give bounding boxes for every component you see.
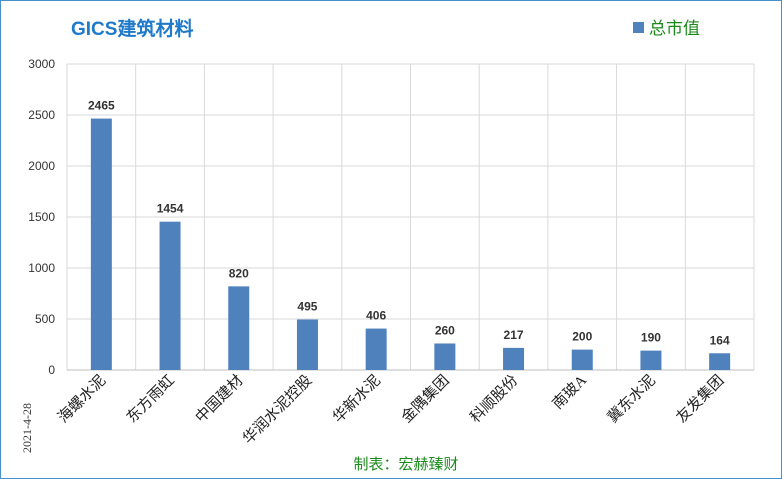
bar [503, 347, 525, 370]
grid-layer [66, 63, 755, 371]
label-layer: 0 500 1000 1500 2000 2500 3000 2465 海螺水泥 1454 东方雨虹… [28, 57, 730, 447]
category-label: 友发集团 [673, 372, 727, 426]
bar [228, 286, 250, 370]
y-tick-label: 2000 [28, 159, 55, 173]
data-label: 1454 [157, 202, 184, 216]
footer-credit: 制表：宏赫臻财 [353, 456, 458, 473]
category-label: 海螺水泥 [55, 372, 109, 426]
data-label: 164 [710, 333, 730, 347]
data-label: 820 [229, 266, 249, 280]
bar [434, 343, 456, 370]
category-label: 华新水泥 [330, 372, 384, 426]
category-label: 科顺股份 [467, 372, 521, 426]
legend-swatch [633, 22, 644, 33]
bar-layer [90, 118, 731, 370]
bar [640, 350, 662, 370]
data-label: 200 [572, 330, 592, 344]
data-label: 260 [435, 323, 455, 337]
y-tick-label: 3000 [28, 57, 55, 71]
legend-label: 总市值 [649, 19, 700, 38]
y-tick-label: 2500 [28, 108, 55, 122]
y-tick-label: 500 [35, 312, 55, 326]
bar [571, 349, 593, 370]
chart-title: GICS建筑材料 [71, 17, 193, 40]
bar [365, 328, 387, 370]
category-label: 冀东水泥 [604, 372, 658, 426]
category-label: 东方雨虹 [123, 372, 177, 426]
data-label: 190 [641, 331, 661, 345]
category-label: 金隅集团 [398, 372, 452, 426]
data-label: 495 [297, 300, 317, 314]
bar [90, 118, 112, 370]
data-label: 217 [504, 328, 524, 342]
bar [296, 319, 318, 370]
y-tick-label: 0 [48, 363, 55, 377]
bar [709, 353, 731, 370]
y-tick-label: 1500 [28, 210, 55, 224]
category-label: 南玻A [549, 372, 590, 413]
category-label: 中国建材 [192, 372, 246, 426]
date-label: 2021-4-28 [20, 403, 34, 453]
y-tick-label: 1000 [28, 261, 55, 275]
data-label: 2465 [88, 99, 115, 113]
data-label: 406 [366, 309, 386, 323]
category-label: 华润水泥控股 [240, 372, 316, 448]
bar [159, 221, 181, 370]
